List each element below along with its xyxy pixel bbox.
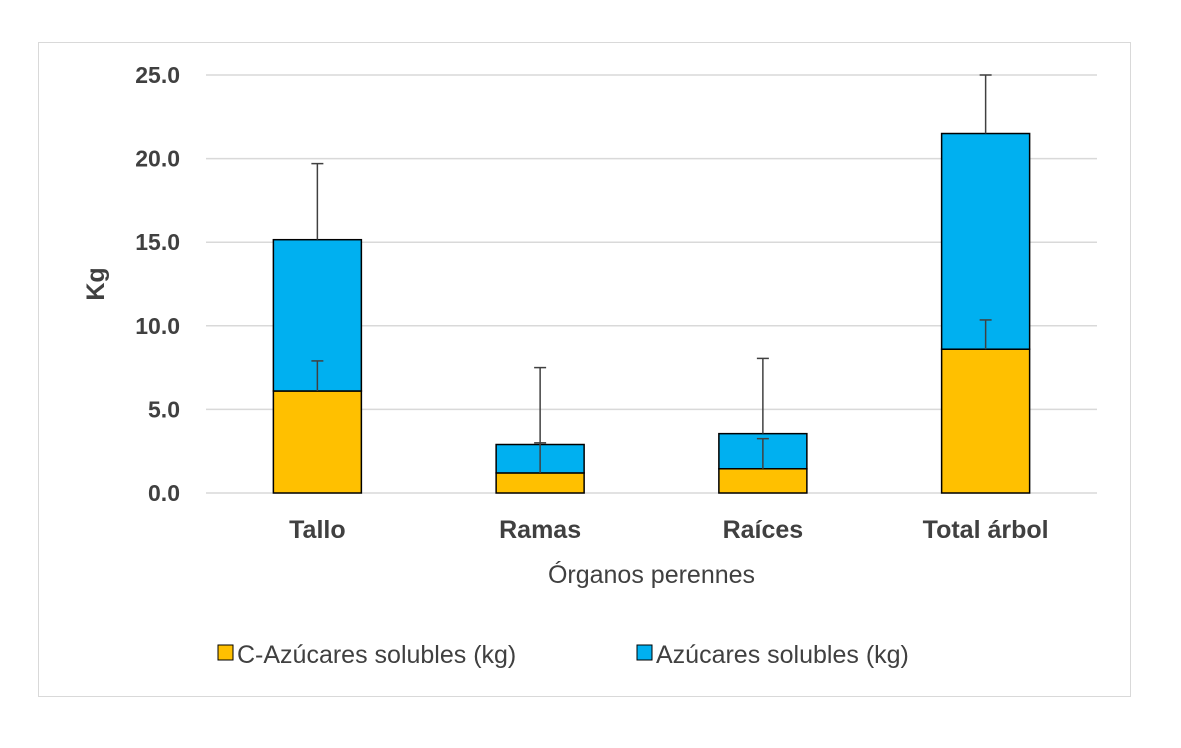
y-tick-label: 0.0 [148,480,180,506]
category-label: Tallo [289,516,345,544]
bar-segment [718,468,808,494]
category-labels: Tallo Ramas Raíces Total árbol [289,516,1048,544]
y-tick-label: 10.0 [135,313,180,339]
y-axis-title: Kg [82,267,110,300]
y-tick-label: 5.0 [148,396,180,422]
x-axis-title: Órganos perennes [548,560,755,589]
category-label: Raíces [723,516,804,544]
category-label: Total árbol [923,516,1049,544]
bars [272,132,1031,494]
chart-frame [38,42,1131,697]
y-tick-label: 15.0 [135,229,180,255]
category-label: Ramas [499,516,581,544]
y-tick-labels: 0.0 5.0 10.0 15.0 20.0 25.0 [135,62,180,506]
legend-label: C-Azúcares solubles (kg) [237,641,516,669]
legend-swatch [217,644,234,661]
bar-segment [495,472,585,494]
bar-segment [940,132,1031,350]
legend-swatch [636,644,653,661]
y-tick-label: 25.0 [135,62,180,88]
error-bars [311,74,992,473]
bar-segment [940,348,1031,494]
legend-label: Azúcares solubles (kg) [656,641,909,669]
legend: C-Azúcares solubles (kg) Azúcares soluble… [217,641,909,669]
bar-segment [272,390,363,494]
y-tick-label: 20.0 [135,146,180,172]
